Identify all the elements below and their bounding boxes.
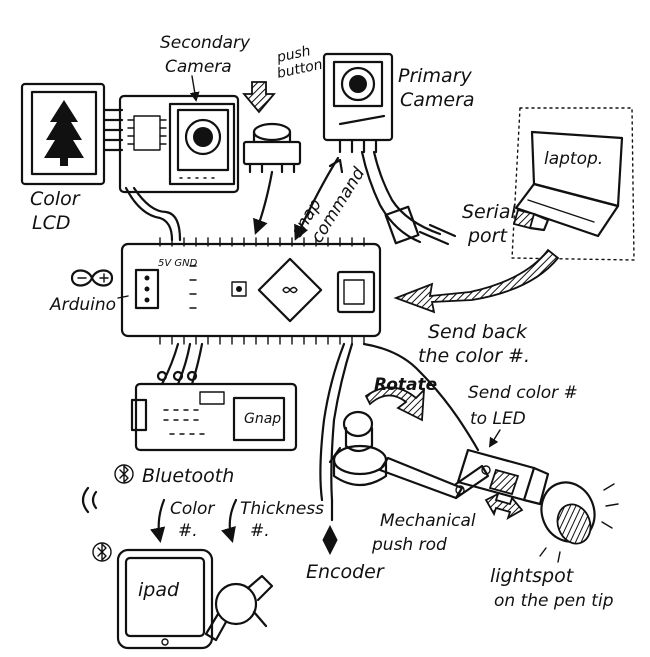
lightspot-label: lightspot <box>490 565 575 587</box>
push-rod-label: Mechanical <box>380 511 476 531</box>
ipad <box>116 548 214 650</box>
svg-text:#.: #. <box>178 521 198 541</box>
arduino-board <box>120 237 382 345</box>
encoder <box>328 410 388 487</box>
laptop <box>511 107 635 261</box>
tree-icon <box>44 100 84 166</box>
power-pins-label: 5V GND <box>158 258 198 269</box>
svg-text:on the pen tip: on the pen tip <box>494 591 614 611</box>
rotate-label: Rotate <box>374 375 437 395</box>
led-module <box>456 448 550 506</box>
arduino-label: Arduino <box>49 295 116 315</box>
color-lcd <box>20 82 124 186</box>
secondary-camera <box>118 94 240 242</box>
serial-port-connector <box>512 208 550 232</box>
svg-text:to LED: to LED <box>470 409 526 429</box>
color-number-label: Color <box>170 499 215 519</box>
primary-camera <box>322 52 457 246</box>
bluetooth-icon-ipad <box>92 542 112 562</box>
svg-text:the color #.: the color #. <box>418 345 530 367</box>
send-back-label: Send back <box>428 321 528 343</box>
bluetooth-icon <box>114 464 134 484</box>
gnap-label: Gnap <box>244 411 281 427</box>
push-button <box>242 81 302 174</box>
lightspot <box>539 481 619 563</box>
mechanical-push-rod <box>378 456 491 500</box>
svg-text:port: port <box>467 225 508 247</box>
svg-text:#.: #. <box>250 521 270 541</box>
push-button-label: push <box>275 43 313 66</box>
bluetooth-module <box>130 382 298 452</box>
send-color-led-label: Send color # <box>468 383 578 403</box>
color-lcd-label: Color <box>30 188 81 210</box>
serial-port-label: Serial <box>462 201 516 223</box>
secondary-camera-label: Secondary <box>160 33 251 53</box>
svg-text:Camera: Camera <box>165 57 232 77</box>
laptop-label: laptop. <box>544 149 603 169</box>
svg-text:Camera: Camera <box>400 89 475 111</box>
arduino-logo <box>70 269 114 287</box>
ipad-label: ipad <box>138 579 180 601</box>
svg-text:push rod: push rod <box>371 535 447 555</box>
bluetooth-label: Bluetooth <box>142 465 234 487</box>
encoder-label: Encoder <box>306 561 385 583</box>
svg-text:LCD: LCD <box>32 212 70 234</box>
stylus-pen <box>204 574 274 642</box>
primary-camera-label: Primary <box>398 65 473 87</box>
thickness-number-label: Thickness <box>240 499 324 519</box>
